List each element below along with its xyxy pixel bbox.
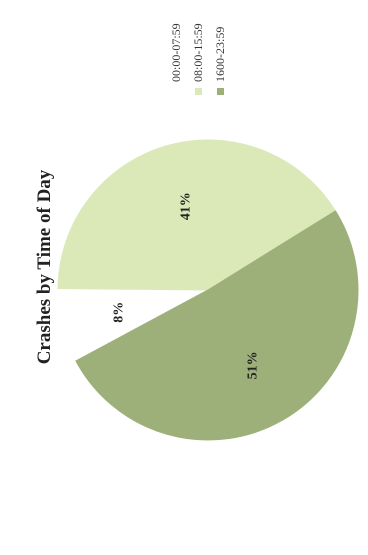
pie-slices	[57, 139, 359, 441]
pie-slice-1	[58, 288, 208, 361]
pie-slice-3	[75, 210, 359, 441]
legend-label-1: 00:00-07:59	[169, 23, 183, 82]
pie-slice-label-2: 41%	[179, 192, 194, 220]
pie-slice-label-3: 51%	[246, 351, 261, 379]
pie-labels: 8% 41% 51%	[112, 192, 261, 379]
legend-label-2: 08:00-15:59	[191, 23, 205, 82]
pie-slice-2	[57, 139, 337, 291]
legend-swatch-2	[195, 88, 202, 95]
legend-swatch-1	[173, 88, 180, 95]
chart-title: Crashes by Time of Day	[34, 169, 55, 364]
legend-label-3: 1600-23:59	[213, 27, 227, 82]
legend-swatch-3	[217, 88, 224, 95]
pie-slice-label-1: 8%	[112, 302, 127, 323]
legend: 00:00-07:59 08:00-15:59 1600-23:59	[169, 23, 227, 95]
